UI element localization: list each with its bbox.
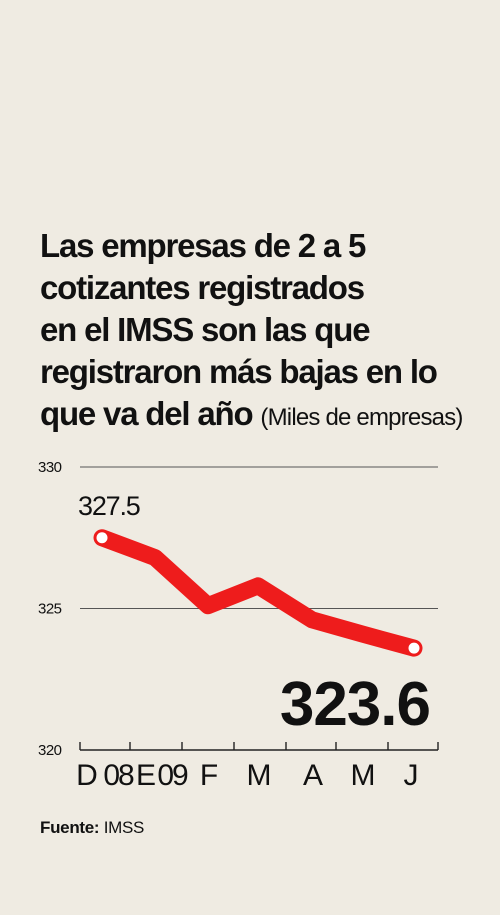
series-line-path — [93, 529, 423, 657]
chart-title: Las empresas de 2 a 5 cotizantes registr… — [40, 225, 480, 439]
unit-label: (Miles de empresas) — [260, 404, 463, 431]
x-tick-label: 08 — [103, 759, 134, 792]
y-tick-label: 320 — [38, 742, 62, 759]
x-tick-label: 09 — [157, 759, 188, 792]
x-tick-label: A — [303, 759, 323, 792]
title-line: cotizantes registrados — [40, 269, 365, 306]
x-tick-label: M — [351, 759, 374, 792]
title-last-line: que va del año — [40, 395, 254, 432]
source-label: Fuente: — [40, 818, 100, 837]
x-tick-label: F — [200, 759, 218, 792]
title-line: Las empresas de 2 a 5 — [40, 227, 366, 264]
data-label-start: 327.5 — [78, 491, 140, 521]
title-line: que va del año (Miles de empresas) — [40, 393, 480, 439]
title-line: en el IMSS son las que — [40, 311, 371, 348]
endpoint-marker — [408, 642, 420, 654]
y-tick-label: 330 — [38, 459, 62, 476]
x-tick-label: E — [136, 759, 155, 792]
series-line — [93, 529, 423, 657]
x-tick-label: D — [76, 759, 97, 792]
data-label-end: 323.6 — [280, 670, 430, 739]
x-axis: D 08 E 09 F M A M J — [76, 742, 439, 792]
x-tick-label: J — [404, 759, 417, 792]
y-tick-label: 325 — [38, 601, 62, 618]
y-axis-ticks: 320 325 330 — [38, 459, 62, 759]
title-line: registraron más bajas en lo — [40, 353, 438, 390]
source-note: Fuente: IMSS — [40, 818, 144, 838]
endpoint-marker — [96, 532, 108, 544]
x-tick-label: M — [247, 759, 270, 792]
source-value: IMSS — [103, 818, 145, 837]
annotations: 327.5 323.6 — [78, 491, 431, 739]
grid-lines — [80, 466, 438, 609]
